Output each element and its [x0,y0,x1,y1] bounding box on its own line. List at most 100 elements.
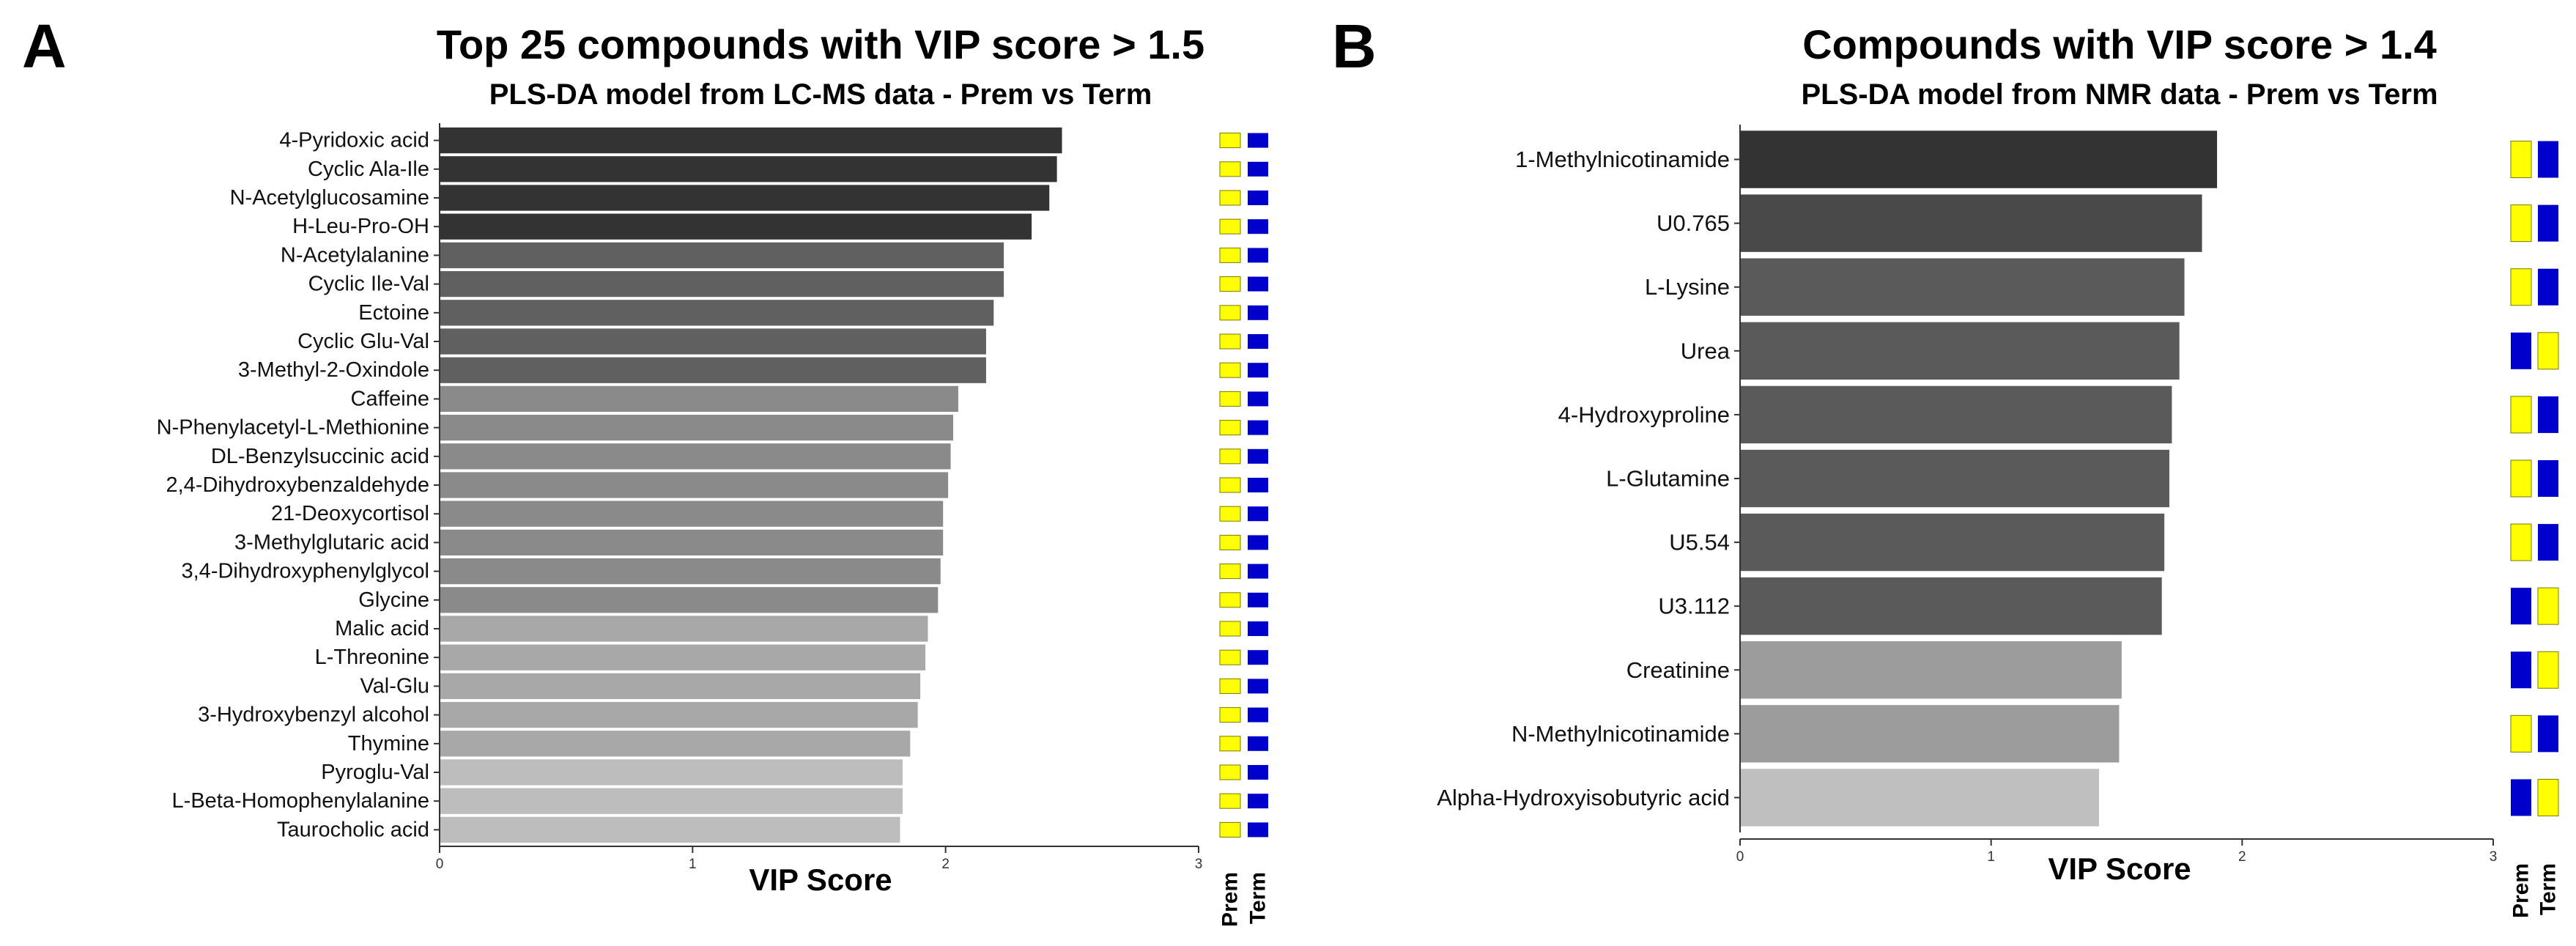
panel-letter-b: B [1332,12,1377,81]
panel-b-category-label: 1-Methylnicotinamide [1515,147,1730,172]
panel-a-bar [440,127,1062,154]
panel-a-heat-cell-prem [1219,218,1241,234]
panel-a-x-tick-label: 0 [436,857,444,872]
panel-a-category-label: L-Threonine [315,646,429,669]
panel-a-bar [440,558,941,585]
panel-a-bar [440,529,944,556]
panel-b-heat-cell-term [2537,651,2559,689]
panel-a-x-tick-label: 3 [1195,857,1203,872]
panel-a-heat-cell-prem [1219,534,1241,550]
panel-a-heat-cell-prem [1219,133,1241,149]
panel-a-title: Top 25 compounds with VIP score > 1.5 [437,21,1204,67]
panel-b-chart: 1-Methylnicotinamide U0.765 L-Lysine Urea 4-… [1437,125,2561,918]
panel-a-category-label: Glycine [358,588,429,612]
panel-b-title: Compounds with VIP score > 1.4 [1802,21,2437,67]
panel-b-category-label: U3.112 [1658,594,1730,619]
panel-b-heat-cell-term [2537,587,2559,625]
panel-b-bar [1740,130,2218,188]
panel-a-category-label: 3-Methylglutaric acid [234,531,429,554]
panel-a-bar [440,185,1050,211]
panel-b-bar [1740,513,2165,572]
panel-a-heat-cell-term [1248,305,1268,320]
panel-b-bar [1740,769,2100,827]
panel-a-bar [440,673,921,700]
panel-a-category-label: Cyclic Ala-Ile [308,158,429,181]
panel-a-heat-cell-prem [1219,362,1241,378]
panel-a-heat-cell-term [1248,219,1268,234]
panel-a-heat-cell-prem [1219,707,1241,723]
panel-a-heat-cell-term [1248,822,1268,838]
panel-b-heat-cell-prem [2511,332,2531,369]
panel-a-bar [440,385,958,413]
panel-b-bar [1740,385,2172,444]
panel-b-bar [1740,705,2120,763]
panel-b-bar [1740,322,2180,380]
panel-a-heat-cell-prem [1219,506,1241,522]
panel-a-bar [440,759,903,786]
panel-a-subtitle: PLS-DA model from LC-MS data - Prem vs T… [489,78,1152,111]
panel-a-heat-cell-prem [1219,563,1241,580]
panel-a-bar [440,242,1004,269]
panel-a-heatmap-group-label: Prem [1218,872,1243,927]
panel-a-heat-cell-prem [1219,678,1241,694]
panel-b-category-label: L-Glutamine [1606,466,1730,492]
panel-b-category-label: U5.54 [1669,530,1730,555]
panel-b-heatmap-group-label: Prem [2509,863,2534,918]
panel-a-x-tick-label: 2 [941,857,950,872]
panel-a-heat-cell-prem [1219,420,1241,436]
panel-a-category-label: Ectoine [358,301,429,325]
panel-b-heat-cell-term [2537,778,2559,816]
panel-a-category-label: 21-Deoxycortisol [271,502,429,525]
panel-a-category-label: Thymine [348,732,429,755]
panel-a-heat-cell-prem [1219,621,1241,637]
panel-b-x-tick-label: 1 [1987,849,1995,865]
panel-a-heat-cell-prem [1219,305,1241,321]
panel-a-bar [440,443,951,470]
panel-a-category-label: Val-Glu [360,674,429,698]
panel-a-category-label: Cyclic Glu-Val [297,330,429,353]
panel-a-heat-cell-prem [1219,333,1241,350]
panel-a-category-label: N-Phenylacetyl-L-Methionine [157,416,429,440]
panel-a-x-tick-label: 1 [689,857,697,872]
panel-a-heat-cell-term [1248,191,1268,205]
panel-a-heat-cell-term [1248,276,1268,292]
panel-a-heat-cell-term [1248,448,1268,464]
panel-a-category-label: 3-Hydroxybenzyl alcohol [198,703,429,727]
panel-b-heat-cell-prem [2510,523,2532,561]
panel-a-category-label: 3,4-Dihydroxyphenylglycol [182,560,430,583]
panel-b-heat-cell-term [2537,332,2559,370]
panel-a-bar [440,414,954,441]
panel-a-heat-cell-term [1248,420,1268,435]
panel-a-heat-cell-term [1248,363,1268,378]
panel-a-bar [440,213,1032,240]
panel-b-heat-cell-prem [2510,714,2532,753]
panel-b-heat-cell-term [2538,268,2558,306]
panel-a-bar [440,270,1004,298]
panel-a-bar [440,357,986,383]
panel-a-heat-cell-term [1248,563,1268,579]
panel-b-heat-cell-prem [2510,396,2532,434]
panel-b-bar [1740,449,2169,508]
panel-a-bar [440,472,949,498]
panel-b-heat-cell-prem [2510,459,2532,498]
panel-b-heat-cell-prem [2511,588,2531,625]
panel-a-heat-cell-prem [1219,793,1241,809]
panel-a-heat-cell-term [1248,679,1268,694]
panel-a-heat-cell-prem [1219,736,1241,752]
panel-a-heat-cell-term [1248,765,1268,780]
panel-a-bar [440,816,900,843]
panel-b-subtitle: PLS-DA model from NMR data - Prem vs Ter… [1801,78,2438,111]
panel-a-heat-cell-term [1248,334,1268,349]
panel-b-x-tick-label: 2 [2238,849,2246,865]
panel-b-x-tick-label: 0 [1736,849,1744,865]
panel-a-category-label: 4-Pyridoxic acid [279,129,429,152]
panel-a-heat-cell-prem [1219,649,1241,665]
panel-a-bar [440,500,944,527]
panel-b-heat-cell-term [2538,204,2558,242]
panel-a-bar [440,300,994,326]
panel-a-bar [440,788,903,814]
panel-a-category-label: Malic acid [335,617,429,640]
panel-b-category-label: Urea [1681,338,1731,363]
panel-a-heat-cell-term [1248,794,1268,809]
panel-a-bar [440,156,1057,182]
